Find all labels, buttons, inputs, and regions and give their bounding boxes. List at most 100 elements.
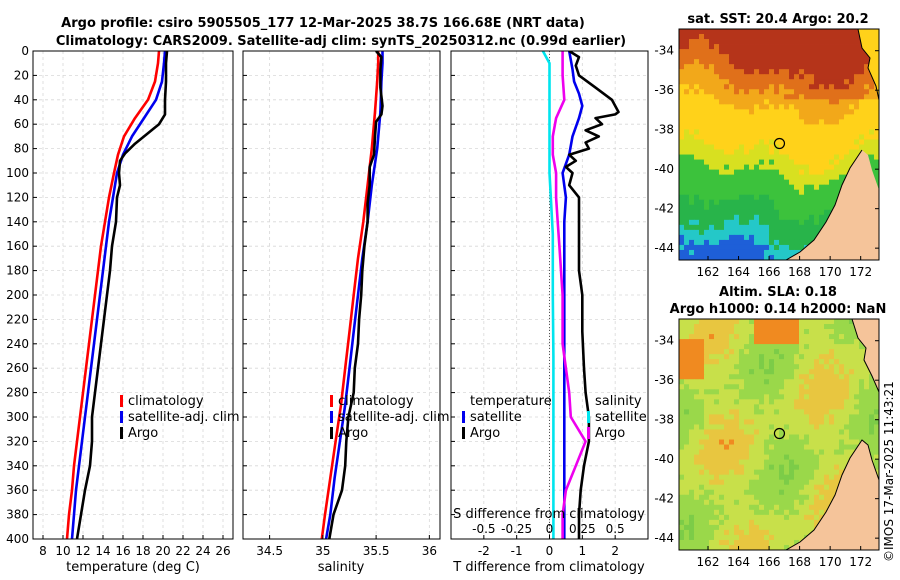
heatmap-cell [689,139,695,145]
heatmap-cell [854,114,860,120]
heatmap-cell [799,154,805,160]
heatmap-cell [799,344,805,350]
heatmap-cell [699,469,705,476]
heatmap-cell [719,254,725,260]
heatmap-cell [799,434,805,440]
heatmap-cell [814,224,820,231]
heatmap-cell [769,404,775,410]
heatmap-cell [739,149,745,155]
heatmap-cell [814,429,820,435]
heatmap-cell [814,89,820,95]
heatmap-cell [794,499,800,506]
heatmap-cell [874,179,879,186]
heatmap-cell [729,544,735,550]
heatmap-cell [694,479,700,486]
heatmap-cell [834,174,840,181]
heatmap-cell [764,439,770,445]
heatmap-cell [779,149,785,155]
heatmap-cell [714,444,720,450]
heatmap-cell [804,379,810,385]
heatmap-cell [694,434,700,440]
heatmap-cell [789,89,795,95]
heatmap-cell [814,109,820,115]
heatmap-cell [734,74,740,80]
heatmap-cell [799,389,805,395]
heatmap-cell [804,474,810,481]
heatmap-cell [679,114,685,120]
heatmap-cell [779,224,785,231]
heatmap-cell [749,209,755,216]
heatmap-cell [689,394,695,400]
heatmap-cell [679,349,685,355]
heatmap-cell [824,334,830,340]
heatmap-cell [719,474,725,481]
heatmap-cell [714,79,720,85]
heatmap-cell [789,179,795,186]
heatmap-cell [719,379,725,385]
heatmap-cell [789,419,795,425]
heatmap-cell [739,69,745,75]
heatmap-cell [804,329,810,335]
heatmap-cell [704,379,710,385]
heatmap-cell [814,219,820,226]
heatmap-cell [804,134,810,140]
heatmap-cell [719,534,725,541]
heatmap-cell [749,329,755,335]
heatmap-cell [689,544,695,550]
heatmap-cell [719,129,725,135]
heatmap-cell [709,324,715,330]
heatmap-cell [769,394,775,400]
heatmap-cell [754,534,760,541]
heatmap-cell [839,59,845,65]
heatmap-cell [714,519,720,526]
heatmap-cell [684,524,690,531]
heatmap-cell [689,169,695,176]
heatmap-cell [794,234,800,241]
heatmap-cell [779,494,785,501]
heatmap-cell [784,409,790,415]
heatmap-cell [814,79,820,85]
heatmap-cell [694,209,700,216]
heatmap-cell [744,144,750,150]
heatmap-cell [704,179,710,186]
heatmap-cell [824,209,830,216]
heatmap-cell [769,354,775,360]
heatmap-cell [804,319,810,325]
heatmap-cell [784,49,790,55]
heatmap-cell [859,139,865,145]
heatmap-cell [724,324,730,330]
heatmap-cell [709,109,715,115]
heatmap-cell [849,374,855,380]
heatmap-cell [724,219,730,226]
heatmap-cell [679,499,685,506]
heatmap-cell [709,494,715,501]
heatmap-cell [804,529,810,536]
heatmap-cell [724,339,730,345]
heatmap-cell [724,484,730,491]
heatmap-cell [749,469,755,476]
heatmap-cell [864,394,870,400]
heatmap-cell [739,339,745,345]
heatmap-cell [854,144,860,150]
heatmap-cell [749,379,755,385]
heatmap-cell [849,154,855,160]
heatmap-cell [864,134,870,140]
heatmap-cell [684,324,690,330]
series-line-climatology [320,51,380,539]
heatmap-cell [749,484,755,491]
heatmap-cell [839,149,845,155]
heatmap-cell [824,494,830,501]
heatmap-cell [804,454,810,461]
heatmap-cell [709,204,715,211]
heatmap-cell [824,449,830,455]
heatmap-cell [719,84,725,90]
heatmap-cell [819,414,825,420]
heatmap-cell [724,209,730,216]
heatmap-cell [809,514,815,521]
heatmap-cell [744,114,750,120]
heatmap-cell [764,469,770,476]
heatmap-cell [724,454,730,461]
heatmap-cell [844,399,850,405]
heatmap-cell [734,84,740,90]
heatmap-cell [729,489,735,496]
